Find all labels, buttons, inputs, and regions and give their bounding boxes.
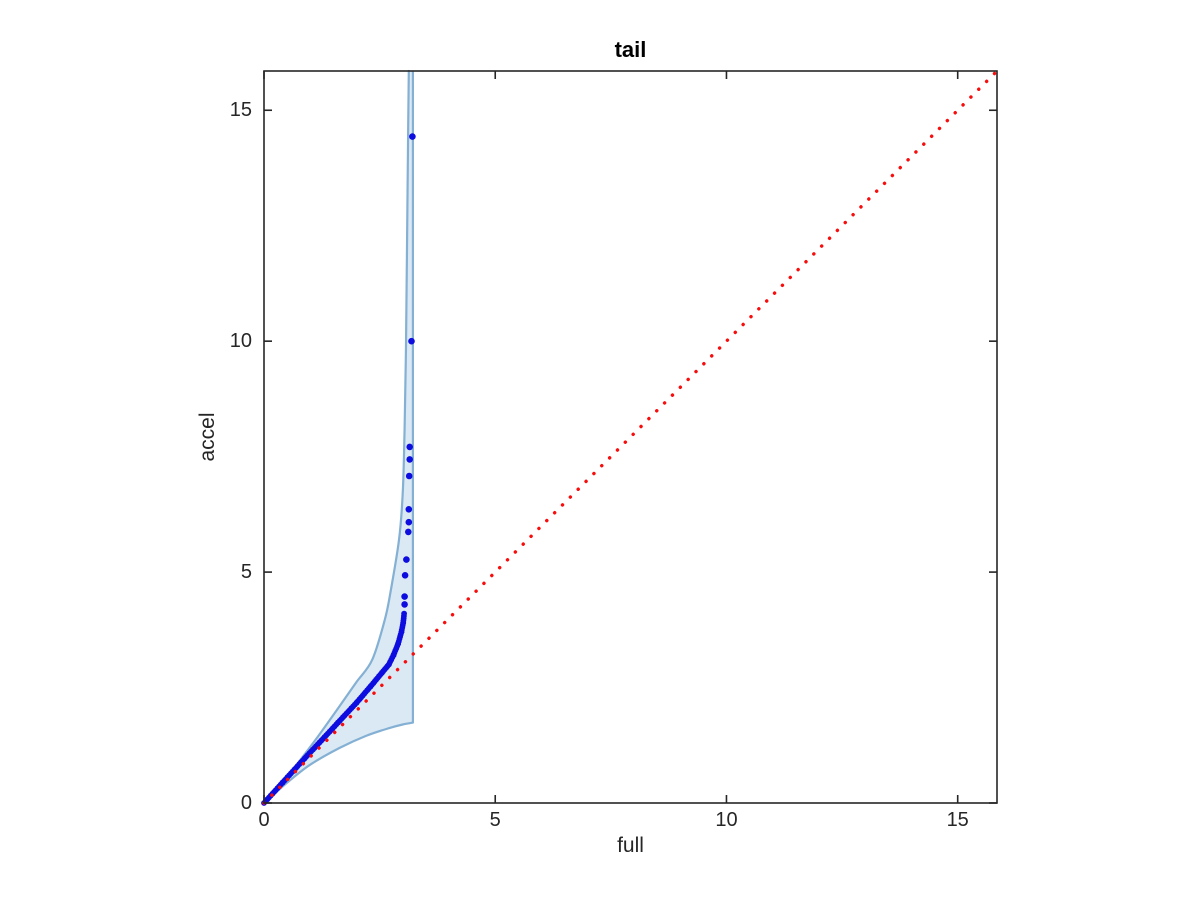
data-point (405, 518, 413, 526)
x-tick-label: 5 (489, 809, 501, 831)
data-point (405, 528, 412, 536)
data-point (405, 472, 413, 480)
identity-reference-line (262, 69, 999, 805)
x-tick-label: 10 (715, 809, 738, 831)
data-point (401, 601, 408, 608)
chart-title: tail (614, 37, 647, 62)
data-point (403, 556, 410, 563)
y-tick-label: 5 (240, 561, 252, 584)
envelope-upper-edge (262, 69, 410, 805)
data-point (408, 337, 415, 345)
x-tick-label: 0 (258, 809, 270, 831)
data-point (401, 593, 408, 600)
data-point (405, 506, 413, 513)
data-point (401, 610, 407, 617)
y-tick-label: 0 (240, 792, 252, 814)
axes-box (263, 70, 998, 804)
envelope-fill (264, 71, 413, 803)
qq-outlier-points (401, 133, 416, 608)
data-point (406, 456, 414, 463)
y-tick-label: 10 (229, 330, 252, 353)
envelope-lower-edge (262, 721, 414, 805)
data-point (406, 443, 414, 451)
data-point (401, 572, 409, 579)
y-axis-label: accel (196, 412, 219, 462)
x-tick-label: 15 (946, 809, 969, 831)
y-tick-label: 15 (229, 99, 252, 122)
x-axis-label: full (617, 834, 644, 857)
data-point (409, 133, 416, 140)
